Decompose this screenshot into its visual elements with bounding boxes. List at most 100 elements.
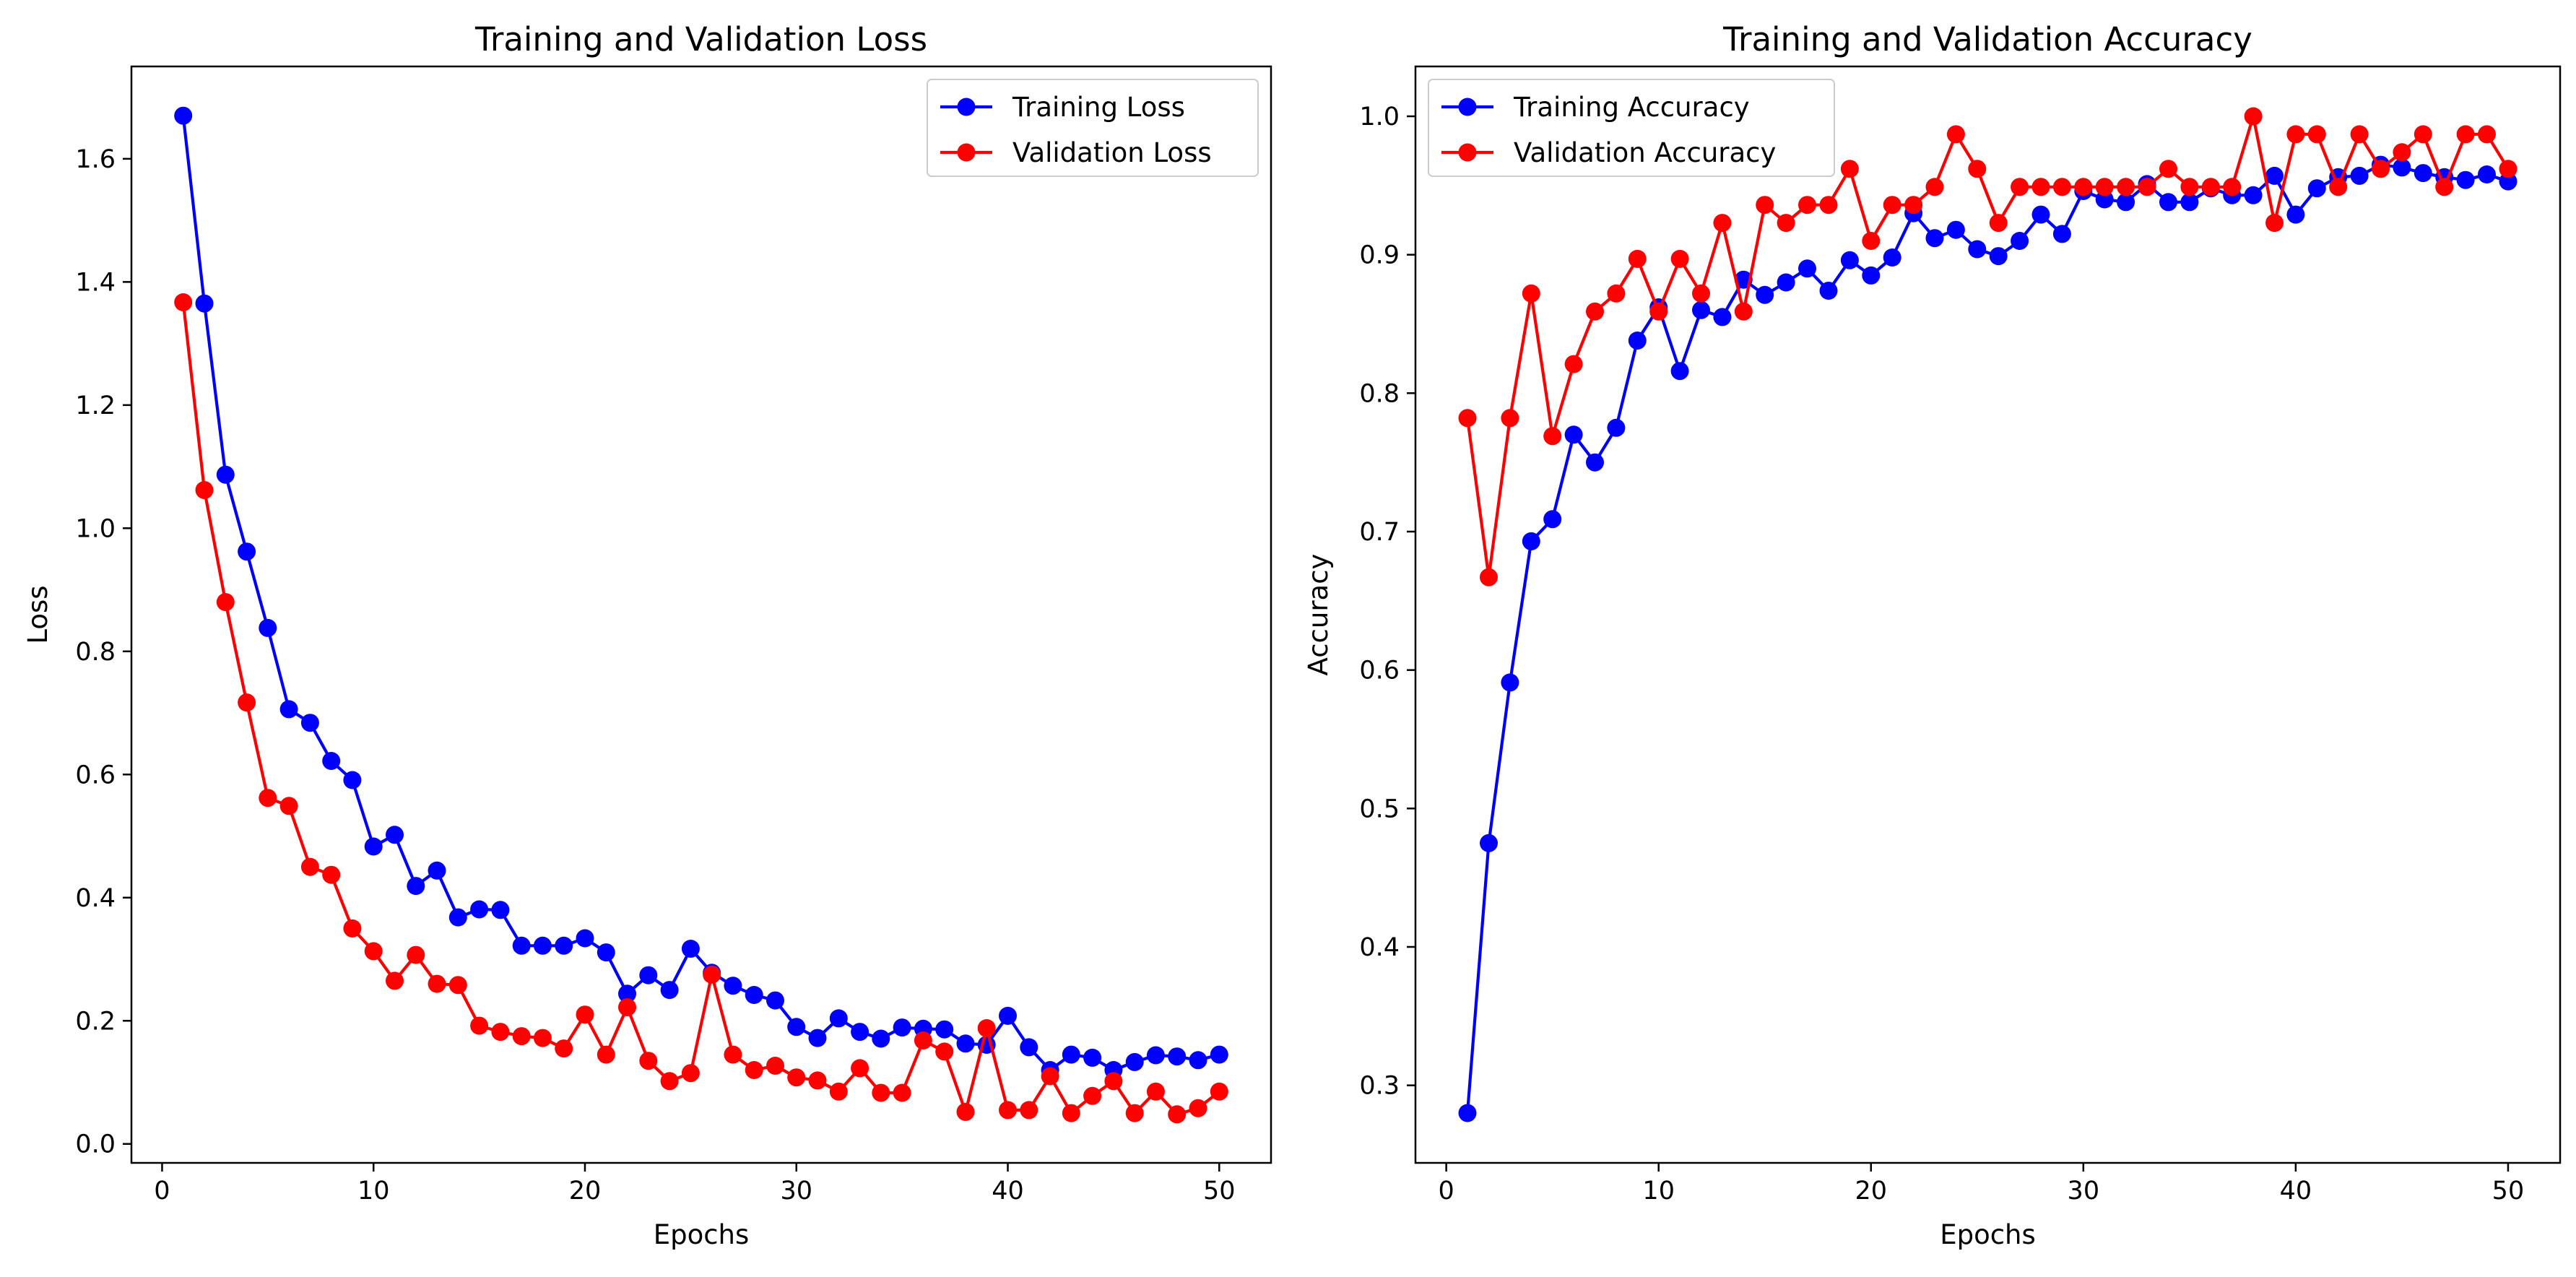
data-point	[745, 1061, 763, 1079]
data-point	[660, 1072, 679, 1091]
series-validation-accuracy	[1458, 107, 2518, 586]
data-point	[872, 1083, 890, 1102]
data-point	[1501, 673, 1519, 692]
data-point	[1734, 302, 1753, 321]
data-point	[216, 593, 235, 612]
legend-label: Validation Accuracy	[1514, 137, 1776, 168]
data-point	[1083, 1048, 1102, 1067]
data-point	[2307, 179, 2326, 198]
data-point	[724, 977, 742, 995]
y-tick-label: 0.6	[75, 761, 116, 789]
y-tick-label: 1.0	[75, 514, 116, 543]
data-point	[1649, 302, 1668, 321]
data-point	[1904, 196, 1923, 215]
legend-label: Training Loss	[1012, 92, 1185, 123]
data-point	[555, 1039, 573, 1058]
x-tick-label: 40	[992, 1177, 1024, 1205]
data-point	[681, 940, 700, 958]
data-point	[491, 1023, 510, 1042]
data-point	[2265, 166, 2284, 185]
y-tick-label: 0.0	[75, 1130, 116, 1159]
data-point	[745, 986, 763, 1004]
axes-frame	[130, 65, 1272, 1164]
data-point	[2095, 178, 2114, 196]
data-point	[1062, 1045, 1080, 1064]
data-point	[1189, 1051, 1207, 1070]
data-point	[1564, 355, 1583, 373]
data-point	[533, 1029, 552, 1047]
data-point	[977, 1019, 996, 1037]
data-point	[1989, 214, 2008, 233]
data-point	[407, 877, 425, 896]
data-point	[766, 991, 784, 1010]
y-tick-label: 0.4	[1359, 933, 1400, 962]
data-point	[491, 901, 510, 919]
data-point	[999, 1101, 1017, 1120]
data-point	[893, 1083, 911, 1102]
data-point	[660, 981, 679, 1000]
data-point	[1670, 362, 1689, 381]
data-point	[1756, 196, 1774, 215]
x-tick-label: 30	[780, 1177, 812, 1205]
accuracy-chart: Training and Validation Accuracy 0 10 20 30 4…	[1303, 20, 2562, 1250]
data-point	[597, 1045, 615, 1064]
data-point	[1777, 273, 1795, 292]
data-point	[1713, 308, 1732, 326]
data-point	[386, 971, 404, 990]
data-point	[1798, 259, 1816, 278]
data-point	[2180, 193, 2199, 212]
x-tick-label: 20	[569, 1177, 602, 1205]
data-point	[2138, 178, 2156, 196]
data-point	[851, 1059, 869, 1078]
data-point	[364, 837, 383, 856]
axes-frame	[1414, 65, 2562, 1164]
y-tick-label: 1.6	[75, 145, 116, 174]
data-point	[2414, 125, 2432, 144]
data-point	[956, 1102, 975, 1121]
data-point	[829, 1009, 848, 1028]
data-point	[428, 974, 446, 993]
data-point	[2244, 186, 2263, 204]
data-point	[1168, 1047, 1187, 1066]
x-axis-label: Epochs	[1940, 1219, 2036, 1250]
data-point	[1925, 178, 1944, 196]
data-point	[618, 984, 636, 1003]
y-tick-label: 1.0	[1359, 103, 1400, 131]
data-point	[851, 1023, 869, 1042]
data-point	[2180, 178, 2199, 196]
data-point	[1586, 302, 1604, 321]
data-point	[724, 1045, 742, 1064]
legend: Training Loss Validation Loss	[927, 79, 1259, 177]
data-point	[1168, 1105, 1187, 1124]
data-point	[2223, 178, 2242, 196]
data-point	[238, 542, 256, 561]
data-point	[195, 481, 214, 499]
data-point	[1083, 1086, 1102, 1105]
y-tick-label: 1.4	[75, 268, 116, 297]
data-point	[576, 929, 594, 948]
x-tick-label: 10	[357, 1177, 390, 1205]
data-point	[1210, 1082, 1228, 1101]
data-point	[1883, 248, 1901, 267]
data-point	[364, 942, 383, 961]
data-point	[1692, 284, 1710, 303]
data-point	[1946, 125, 1965, 144]
data-point	[2307, 125, 2326, 144]
data-point	[533, 936, 552, 955]
data-point	[2011, 178, 2029, 196]
data-point	[872, 1029, 890, 1048]
data-point	[703, 965, 721, 984]
x-tick-label: 0	[154, 1177, 170, 1205]
data-point	[2435, 178, 2454, 196]
data-point	[2372, 160, 2390, 178]
data-point	[1756, 285, 1774, 304]
data-point	[808, 1029, 827, 1047]
data-point	[1522, 532, 1540, 550]
data-point	[322, 865, 341, 884]
data-point	[2350, 125, 2369, 144]
data-point	[448, 908, 467, 927]
data-point	[1189, 1099, 1207, 1117]
y-tick-label: 0.6	[1359, 657, 1400, 685]
y-tick-label: 1.2	[75, 391, 116, 420]
data-point	[2456, 170, 2475, 189]
